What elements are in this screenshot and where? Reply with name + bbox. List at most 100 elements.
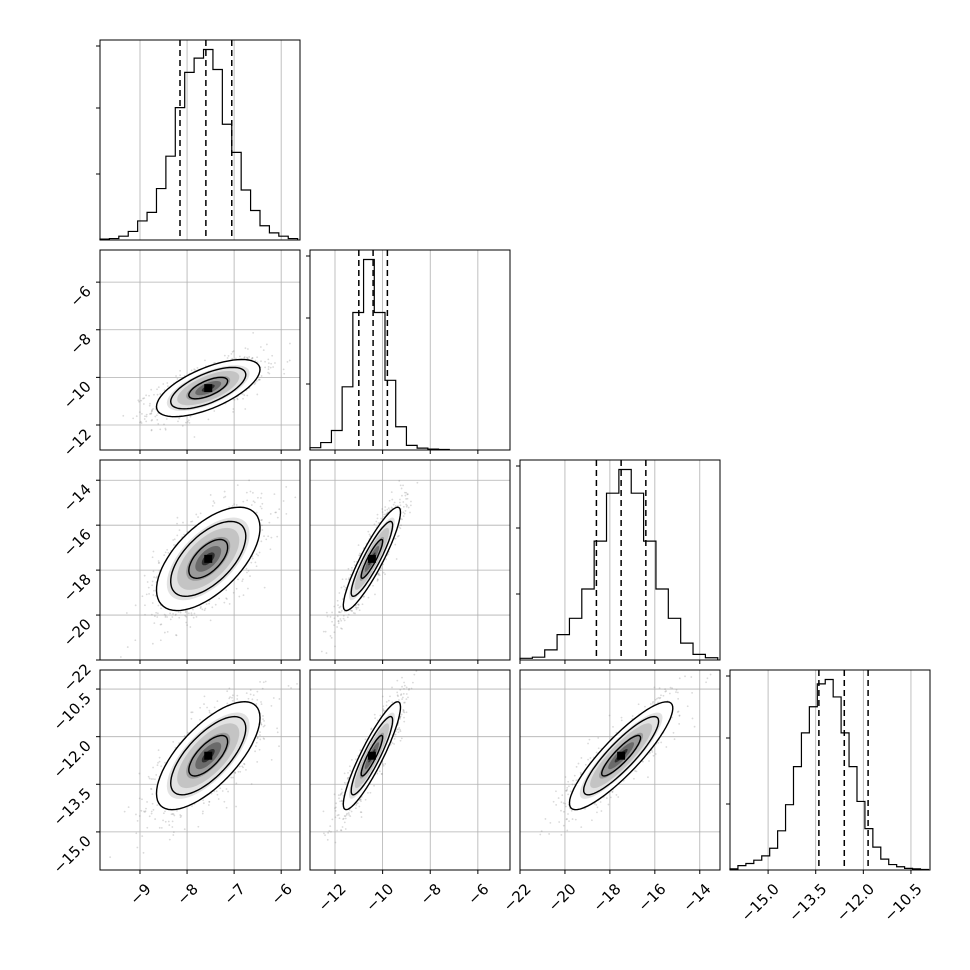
sample-point	[162, 812, 165, 815]
sample-point	[179, 374, 182, 377]
sample-point	[369, 535, 372, 538]
sample-point	[140, 809, 143, 812]
sample-point	[232, 411, 235, 413]
sample-point	[223, 354, 226, 357]
sample-point	[272, 697, 275, 699]
sample-point	[260, 507, 263, 510]
sample-point	[176, 378, 179, 380]
sample-point	[394, 543, 397, 546]
sample-point	[262, 737, 265, 740]
sample-point	[260, 375, 263, 377]
sample-point	[354, 758, 357, 761]
sample-point	[208, 800, 211, 803]
sample-point	[267, 362, 270, 364]
sample-point	[253, 501, 256, 504]
sample-point	[251, 557, 254, 560]
sample-point	[341, 627, 343, 630]
sample-point	[267, 368, 270, 370]
sample-point	[170, 813, 173, 816]
sample-point	[270, 705, 273, 707]
sample-point	[156, 616, 159, 618]
sample-point	[210, 792, 213, 795]
sample-point	[224, 495, 227, 498]
sample-point	[257, 378, 260, 381]
sample-point	[340, 800, 343, 803]
sample-point	[243, 762, 245, 765]
sample-point	[233, 398, 236, 401]
sample-point	[348, 577, 350, 580]
sample-point	[176, 522, 178, 525]
sample-point	[337, 620, 340, 622]
sample-point	[385, 701, 388, 703]
panel-frame	[99, 249, 301, 451]
sample-point	[178, 417, 181, 420]
sample-point	[138, 772, 141, 775]
sample-point	[354, 606, 357, 609]
sample-point	[152, 570, 155, 573]
sample-point	[201, 608, 204, 611]
sample-point	[324, 630, 327, 633]
sample-point	[201, 812, 204, 815]
sample-point	[169, 612, 171, 615]
sample-point	[235, 587, 238, 590]
sample-point	[174, 613, 177, 616]
sample-point	[238, 765, 241, 768]
sample-point	[260, 540, 263, 543]
sample-point	[160, 765, 163, 768]
sample-point	[158, 826, 161, 829]
sample-point	[164, 761, 166, 764]
sample-point	[167, 820, 170, 823]
sample-point	[158, 760, 161, 763]
sample-point	[398, 718, 401, 721]
sample-point	[409, 504, 412, 507]
sample-point	[269, 548, 272, 551]
sample-point	[137, 399, 140, 402]
sample-point	[122, 414, 125, 417]
sample-point	[171, 826, 174, 828]
sample-point	[343, 619, 346, 622]
sample-point	[338, 611, 341, 613]
sample-point	[141, 413, 143, 415]
sample-point	[209, 619, 212, 622]
sample-point	[156, 804, 159, 807]
sample-point	[216, 700, 219, 703]
sample-point	[138, 400, 140, 403]
sample-point	[221, 790, 224, 792]
sample-point	[373, 523, 376, 526]
sample-point	[364, 798, 367, 801]
sample-point	[245, 692, 248, 695]
sample-point	[152, 766, 154, 769]
sample-point	[177, 611, 180, 613]
histogram-step-param-1	[309, 258, 450, 451]
sample-point	[382, 563, 385, 566]
sample-point	[227, 355, 230, 357]
sample-point	[385, 558, 388, 561]
sample-point	[246, 356, 248, 359]
sample-point	[384, 513, 387, 516]
sample-point	[236, 698, 239, 700]
sample-point	[153, 615, 156, 618]
sample-point	[157, 560, 160, 562]
sample-point	[255, 511, 258, 514]
sample-point	[189, 626, 192, 628]
sample-point	[160, 623, 163, 626]
sample-point	[151, 602, 154, 604]
sample-point	[241, 393, 244, 395]
sample-point	[178, 616, 181, 619]
sample-point	[331, 620, 333, 623]
histogram-step-param-0	[99, 48, 299, 240]
density-peak	[204, 554, 213, 563]
sample-point	[340, 609, 343, 612]
sample-point	[388, 499, 391, 502]
sample-point	[199, 607, 202, 610]
sample-point	[403, 491, 406, 494]
sample-point	[246, 571, 248, 574]
sample-point	[405, 505, 408, 508]
sample-point	[379, 569, 382, 572]
sample-point	[380, 773, 383, 775]
sample-point	[231, 694, 234, 697]
sample-point	[346, 616, 349, 619]
sample-point	[190, 711, 193, 714]
sample-point	[155, 576, 158, 579]
sample-point	[361, 603, 364, 606]
